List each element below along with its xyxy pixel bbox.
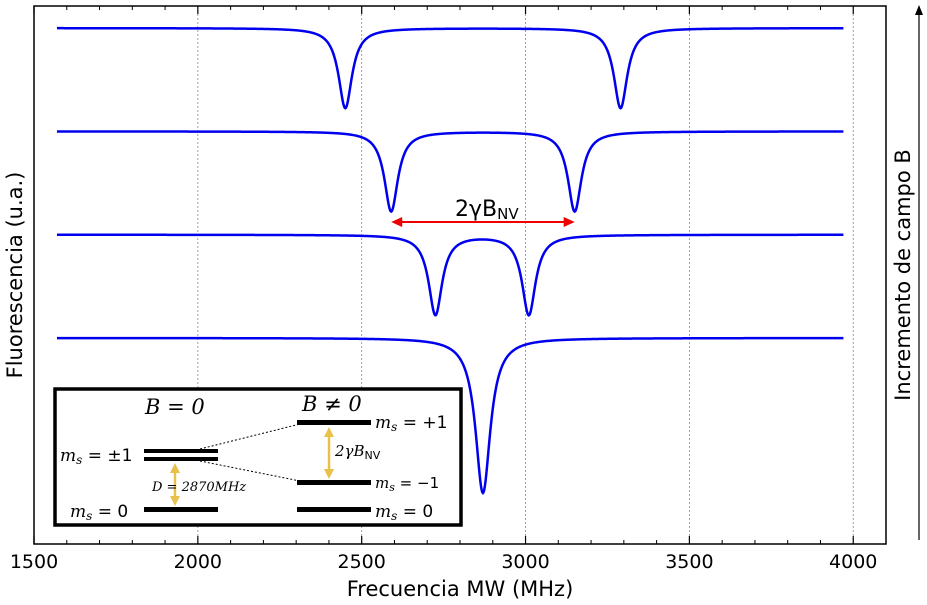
label-ms-zero-right: ms = 0 [375,502,433,523]
splitting-label-main: 2γB [455,197,497,222]
label-ms-zero-left: ms = 0 [70,502,128,523]
x-tick-label: 2500 [338,551,386,573]
splitting-label: 2γBNV [455,197,519,223]
label-ms-zero-left-m: m [70,502,86,522]
inset-frame [53,387,463,527]
label-ms-zero-left-sub: s [86,509,92,523]
level-pm1-lower [144,457,218,461]
zfs-arrow-head-up [170,463,180,473]
label-ms-pm1-m: m [60,446,76,466]
x-tick-label: 4000 [829,551,877,573]
label-ms-pm1-tail: = ±1 [82,446,132,466]
level-zero-right [297,507,371,512]
label-ms-minus1-tail: = −1 [395,474,439,492]
splitting-arrow-head-left [391,217,403,227]
x-tick-label: 1500 [10,551,58,573]
plot-frame [33,5,887,545]
label-ms-zero-right-sub: s [391,509,397,523]
label-zeeman-split: 2γBNV [334,442,381,462]
label-ms-pm1-sub: s [76,453,82,467]
spectrum-line-0 [56,26,844,110]
y-axis-label: Fluorescencia (u.a.) [3,172,27,379]
label-zfs: D = 2870MHz [151,480,246,495]
label-ms-plus1-tail: = +1 [397,413,447,433]
splitting-arrow-head-right [563,217,575,227]
spectrum-line-3 [56,336,844,496]
b-field-arrow-head [915,5,923,15]
x-tick-label: 3500 [665,551,713,573]
x-axis-ticks: 1500 2000 2500 3000 3500 4000 [10,6,877,573]
connector-upper [199,423,301,450]
connector-lower [199,460,301,482]
label-ms-zero-right-tail: = 0 [397,502,433,522]
transition-arrows [170,427,334,506]
zfs-arrow-head-down [170,496,180,506]
label-ms-plus1-m: m [375,413,391,433]
label-zeeman-split-main: 2γB [334,442,365,460]
level-pm1-upper [144,449,218,453]
inset-title-b-zero: B = 0 [144,395,205,419]
inset-title-b-nonzero: B ≠ 0 [301,392,362,416]
label-ms-pm1: ms = ±1 [60,446,132,467]
right-axis-label: Incremento de campo B [891,149,915,401]
label-ms-minus1-m: m [375,474,389,492]
spectra [56,26,844,496]
zeeman-arrow-head-down [324,469,334,479]
splitting-label-sub: NV [497,205,519,223]
x-tick-label: 3000 [501,551,549,573]
splitting-annotation: 2γBNV [391,197,575,227]
x-tick-label: 2000 [174,551,222,573]
label-ms-zero-left-tail: = 0 [92,502,128,522]
label-ms-plus1-sub: s [391,420,397,434]
zeeman-arrow-head-up [324,427,334,437]
spectrum-line-1 [56,130,844,214]
energy-level-inset: B = 0 B ≠ 0 ms = ±1 ms = 0 ms = +1 ms = … [53,387,463,527]
level-plus1 [297,420,371,425]
level-minus1 [297,480,371,485]
label-ms-minus1: ms = −1 [375,474,439,494]
label-ms-minus1-sub: s [389,481,395,494]
label-ms-zero-right-m: m [375,502,391,522]
label-ms-plus1: ms = +1 [375,413,447,434]
spectrum-line-2 [56,233,844,317]
level-zero-left [144,507,218,512]
label-zeeman-split-sub: NV [365,449,381,462]
x-axis-label: Frecuencia MW (MHz) [347,577,574,601]
